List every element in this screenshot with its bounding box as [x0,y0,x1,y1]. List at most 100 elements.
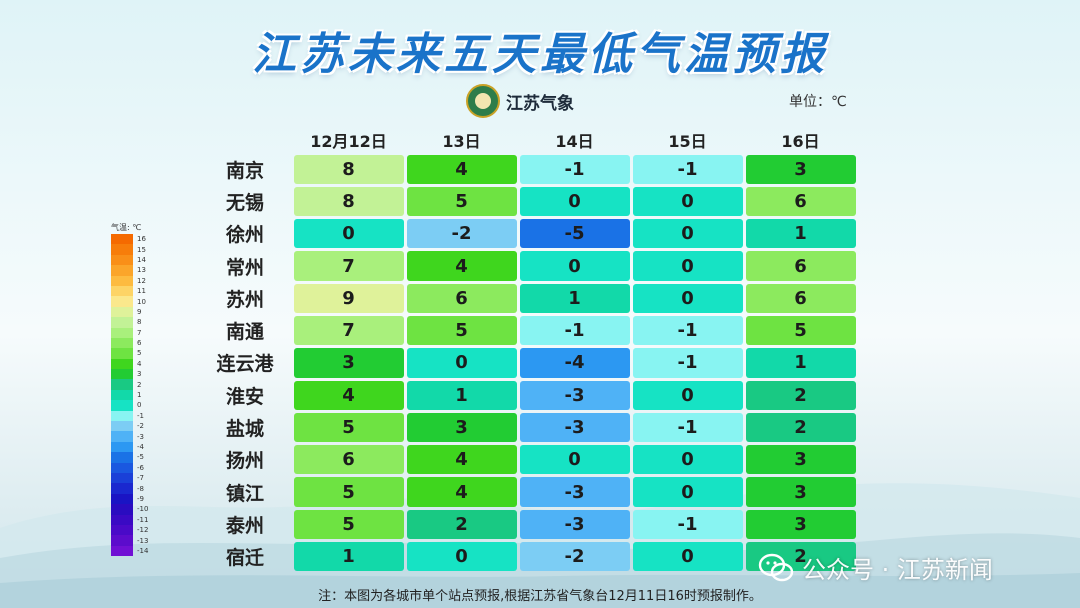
legend-label: 1 [137,391,142,400]
city-name: 徐州 [225,224,264,247]
legend-swatch [111,504,133,515]
legend-swatch [111,410,133,422]
jiangsu-weather-logo: 江苏气象 [466,84,574,118]
legend-label: 4 [137,359,142,368]
temperature-cell: 4 [406,477,517,507]
legend-row: -3 [111,431,171,442]
temperature-cell: 4 [406,154,517,184]
legend-swatch [111,514,133,525]
legend-label: -12 [137,526,149,535]
temperature-cell: 6 [745,283,856,313]
temperature-cell: 0 [406,542,517,572]
legend-row: -12 [111,524,171,536]
temperature-cell: 4 [406,251,517,281]
legend-row: 9 [111,306,171,318]
legend-label: 16 [137,235,146,244]
legend-label: -13 [137,536,149,545]
temperature-cell: -1 [632,509,743,540]
legend-label: 7 [137,328,142,337]
legend-label: 13 [137,266,146,275]
temperature-cell: 2 [745,412,856,443]
legend-swatch [111,358,133,370]
temperature-cell: 0 [519,445,630,475]
legend-row: 5 [111,348,171,359]
legend-row: -1 [111,410,171,422]
temperature-cell: 7 [293,315,404,346]
temperature-cell: 5 [293,412,404,443]
temperature-cell: 6 [406,283,517,313]
temperature-cell: -1 [519,154,630,184]
city-name: 苏州 [225,288,264,311]
city-name: 泰州 [225,514,264,537]
legend-label: 8 [137,318,142,327]
temperature-cell: 0 [632,542,743,572]
legend-swatch [111,524,133,536]
legend-swatch [111,431,133,442]
legend-swatch [111,306,133,318]
legend-label: 10 [137,297,146,306]
legend-row: 2 [111,379,171,390]
legend-row: 7 [111,327,171,338]
legend-row: -6 [111,462,171,473]
table-corner [198,131,292,153]
temperature-cell: 5 [745,315,856,346]
legend-row: -2 [111,421,171,432]
legend-swatch [111,348,133,359]
temperature-cell: 3 [745,509,856,540]
legend-label: 9 [137,307,142,316]
legend-row: 12 [111,275,171,286]
legend-swatch [111,493,133,505]
legend-row: -9 [111,493,171,505]
city-name: 无锡 [225,191,264,214]
legend-label: 3 [137,370,142,379]
legend-row: -13 [111,535,171,546]
legend-row: -7 [111,472,171,484]
legend-swatch [111,254,133,266]
legend-swatch [111,244,133,255]
legend-swatch [111,462,133,473]
temperature-cell: 0 [632,380,743,410]
legend-label: -1 [137,411,144,420]
city-name: 镇江 [225,482,264,505]
legend-label: -3 [137,432,144,441]
column-header: 12月12日 [310,132,387,151]
temperature-cell: -4 [519,348,630,378]
temperature-cell: 2 [406,509,517,540]
forecast-table: 12月12日 13日 14日 15日 16日 南京 8 4 -1 -1 3 无锡 8 5 0 0 6 徐州 0 -2-… [198,131,857,573]
legend-label: -8 [137,484,144,493]
legend-row: 10 [111,296,171,307]
legend-label: 11 [137,287,146,296]
column-header: 14日 [555,132,594,151]
legend-label: -2 [137,422,144,431]
legend-label: 15 [137,245,146,254]
temperature-cell: 6 [745,186,856,217]
legend-row: 14 [111,254,171,266]
legend-row: -4 [111,441,171,453]
city-name: 扬州 [225,450,264,473]
temperature-cell: 9 [293,283,404,313]
legend-swatch [111,441,133,453]
temperature-cell: -1 [632,412,743,443]
city-name: 盐城 [225,418,264,441]
legend-swatch [111,472,133,484]
legend-swatch [111,483,133,494]
temperature-cell: 0 [293,219,404,249]
legend-swatch [111,337,133,349]
legend-swatch [111,327,133,338]
legend-label: 12 [137,276,146,285]
legend-row: -5 [111,452,171,463]
legend-label: -10 [137,505,149,514]
legend-row: 13 [111,265,171,276]
legend-label: -7 [137,474,144,483]
legend-row: -8 [111,483,171,494]
footnote: 注：本图为各城市单个站点预报,根据江苏省气象台12月11日16时预报制作。 [318,589,762,604]
column-header: 16日 [781,132,820,151]
legend-title: 气温: ℃ [111,223,142,232]
legend-row: -11 [111,514,171,525]
legend-swatch [111,389,133,401]
city-name: 南京 [225,159,264,182]
legend-label: 6 [137,339,142,348]
temperature-cell: -1 [632,348,743,378]
city-name: 常州 [225,256,264,279]
temperature-cell: 8 [293,186,404,217]
